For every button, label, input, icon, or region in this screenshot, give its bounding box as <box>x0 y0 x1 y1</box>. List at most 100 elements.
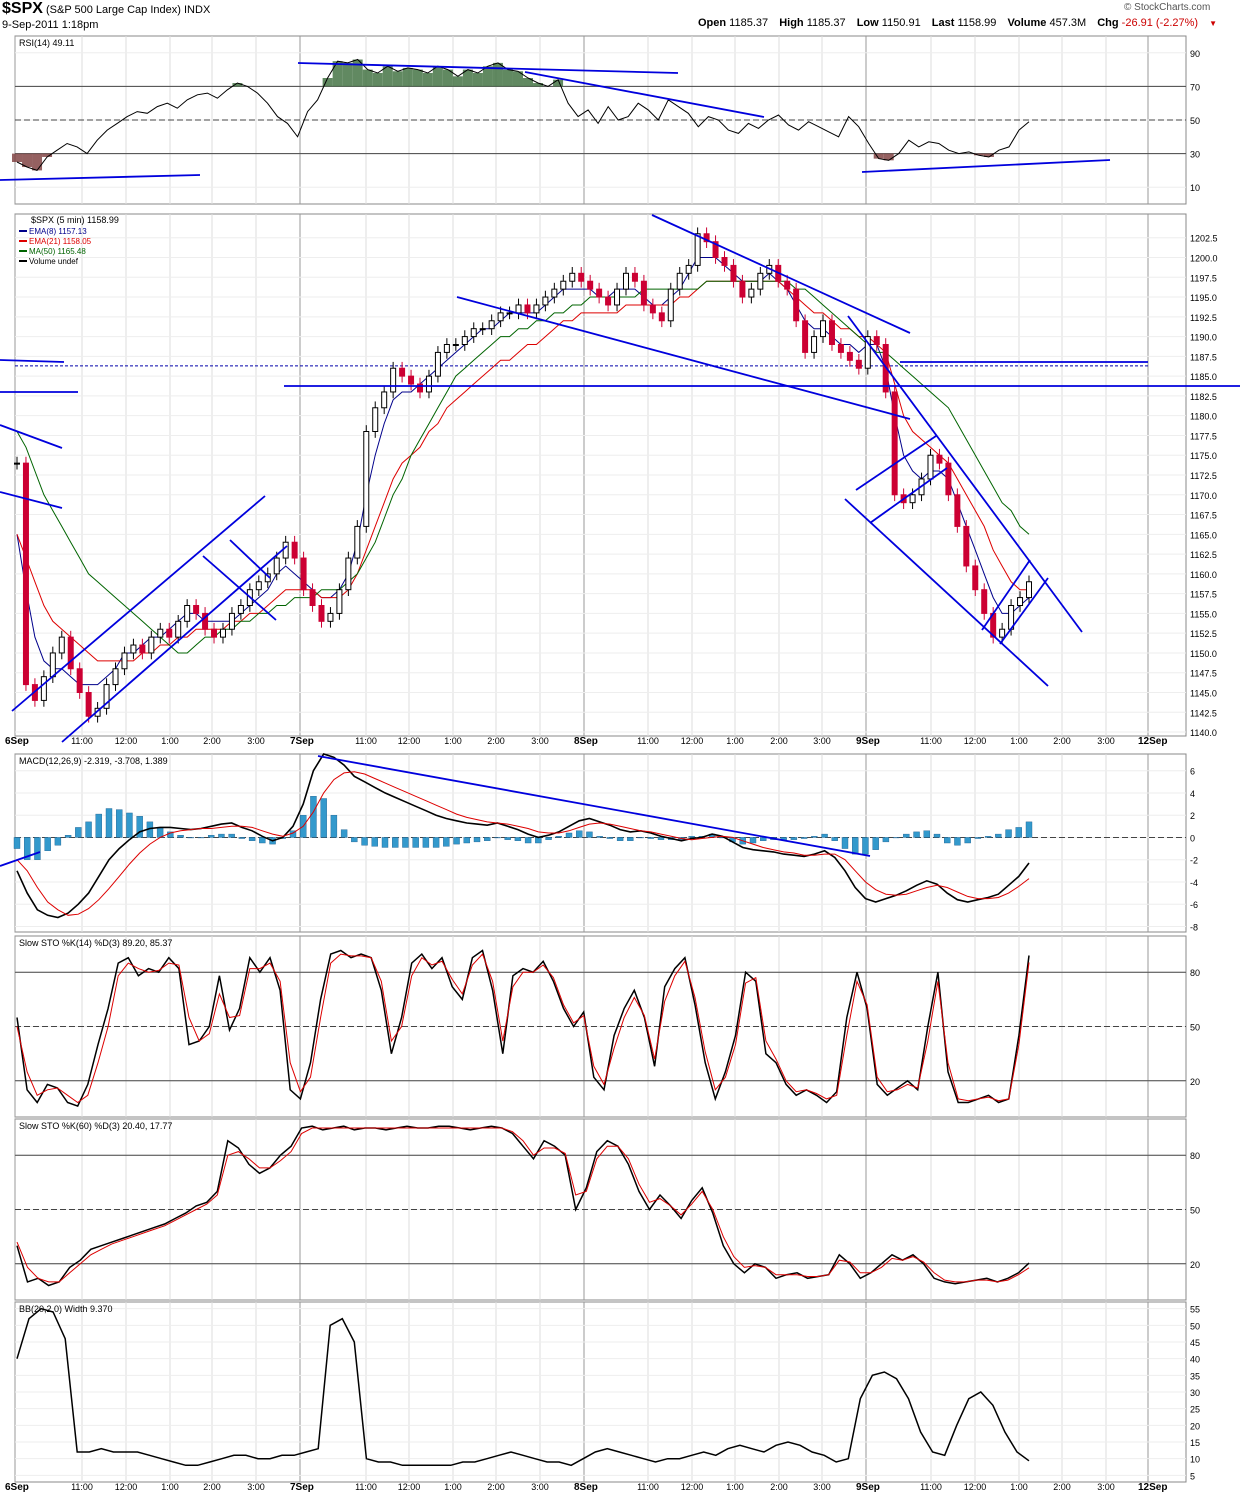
price-candle <box>703 233 710 243</box>
rsi-oversold-fill <box>873 153 884 159</box>
x-tick-label: 2:00 <box>1053 736 1071 746</box>
rsi-oversold-fill <box>32 153 43 171</box>
macd-histogram-bar <box>116 809 123 838</box>
y-tick-label: 10 <box>1190 183 1200 193</box>
macd-histogram-bar <box>545 837 552 840</box>
y-tick-label: 10 <box>1190 1455 1200 1465</box>
ohlc-label: Chg <box>1097 17 1122 29</box>
x-tick-label: 6Sep <box>5 736 29 747</box>
price-candle <box>533 304 540 314</box>
macd-histogram-bar <box>913 831 920 838</box>
price-candle <box>954 494 961 527</box>
series-line-RSI <box>16 58 1030 171</box>
macd-histogram-bar <box>964 837 971 844</box>
trend-line <box>0 174 201 181</box>
macd-histogram-bar <box>44 837 51 851</box>
price-candle <box>631 272 638 282</box>
y-tick-label: 1192.5 <box>1190 313 1217 323</box>
panel-title: RSI(14) 49.11 <box>19 38 74 48</box>
price-candle <box>399 367 406 377</box>
macd-histogram-bar <box>637 837 644 839</box>
rsi-oversold-fill <box>973 153 984 156</box>
x-tick-label: 3:00 <box>813 736 831 746</box>
rsi-oversold-fill <box>983 153 994 157</box>
price-candle <box>85 692 92 717</box>
ohlc-label: Low <box>856 17 882 29</box>
macd-histogram-bar <box>75 827 82 838</box>
macd-histogram-bar <box>484 837 491 841</box>
rsi-overbought-fill <box>372 72 383 87</box>
price-candle <box>524 304 531 314</box>
macd-histogram-bar <box>371 837 378 847</box>
rsi-overbought-fill <box>402 67 413 87</box>
price-candle <box>757 272 764 290</box>
y-tick-label: 20 <box>1190 1421 1200 1431</box>
macd-histogram-bar <box>892 837 900 839</box>
x-tick-label: 12:00 <box>681 736 704 746</box>
price-candle <box>721 257 728 266</box>
x-tick-label: 7Sep <box>290 1482 314 1493</box>
price-candle <box>622 272 629 290</box>
y-tick-label: 1157.5 <box>1190 590 1217 600</box>
price-candle <box>864 336 871 369</box>
ohlc-value: 1150.91 <box>881 17 924 29</box>
price-candle <box>855 359 862 369</box>
rsi-oversold-fill <box>42 153 53 157</box>
macd-histogram-bar <box>473 837 481 843</box>
y-tick-label: 1172.5 <box>1190 471 1217 481</box>
macd-histogram-bar <box>852 837 859 855</box>
x-tick-label: 6Sep <box>5 1482 29 1493</box>
rsi-overbought-fill <box>392 71 403 87</box>
macd-histogram-bar <box>882 837 890 843</box>
rsi-overbought-fill <box>362 69 373 87</box>
price-candle <box>166 628 173 638</box>
rsi-overbought-fill <box>382 66 393 87</box>
macd-histogram-bar <box>586 831 593 838</box>
price-candle <box>139 644 146 654</box>
exchange: INDX <box>184 4 211 16</box>
x-tick-label: 3:00 <box>247 1482 265 1492</box>
legend-entry: EMA(21) 1158.05 <box>29 237 92 246</box>
price-candle <box>318 605 325 622</box>
trend-line <box>869 467 948 524</box>
macd-histogram-bar <box>340 829 348 838</box>
macd-histogram-bar <box>463 837 470 844</box>
price-candle <box>211 628 218 638</box>
y-tick-label: 50 <box>1190 116 1200 126</box>
price-candle <box>936 454 943 464</box>
price-candle <box>219 628 226 638</box>
price-candle <box>58 636 65 654</box>
price-candle <box>273 557 280 575</box>
symbol-name: (S&P 500 Large Cap Index) <box>45 4 181 16</box>
price-candle <box>873 336 880 346</box>
macd-histogram-bar <box>944 837 951 844</box>
rsi-overbought-fill <box>502 69 513 87</box>
rsi-overbought-fill <box>432 66 443 87</box>
price-candle <box>551 288 558 298</box>
price-candle <box>927 454 934 480</box>
legend-entry: MA(50) 1165.48 <box>29 247 86 256</box>
price-candle <box>972 565 979 591</box>
series-line-%D(3) <box>16 953 1030 1104</box>
x-tick-label: 3:00 <box>1097 736 1115 746</box>
macd-histogram-bar <box>933 833 941 838</box>
rsi-overbought-fill <box>482 66 493 87</box>
y-tick-label: 1190.0 <box>1190 333 1217 343</box>
macd-histogram-bar <box>402 837 409 848</box>
trend-line <box>847 315 1083 633</box>
price-candle <box>452 344 459 346</box>
price-candle <box>300 557 307 591</box>
x-tick-label: 12:00 <box>681 1482 704 1492</box>
series-line-BB Width <box>16 1307 1030 1467</box>
price-candle <box>282 541 289 559</box>
price-candle <box>658 312 665 322</box>
y-tick-label: 1152.5 <box>1190 629 1217 639</box>
macd-histogram-bar <box>841 837 849 849</box>
series-line-%D(3) <box>16 1127 1030 1283</box>
price-candle <box>739 280 746 298</box>
price-candle <box>157 628 164 638</box>
trend-line <box>855 435 937 491</box>
price-candle <box>22 462 29 686</box>
y-tick-label: 25 <box>1190 1405 1200 1415</box>
rsi-overbought-fill <box>422 72 433 87</box>
